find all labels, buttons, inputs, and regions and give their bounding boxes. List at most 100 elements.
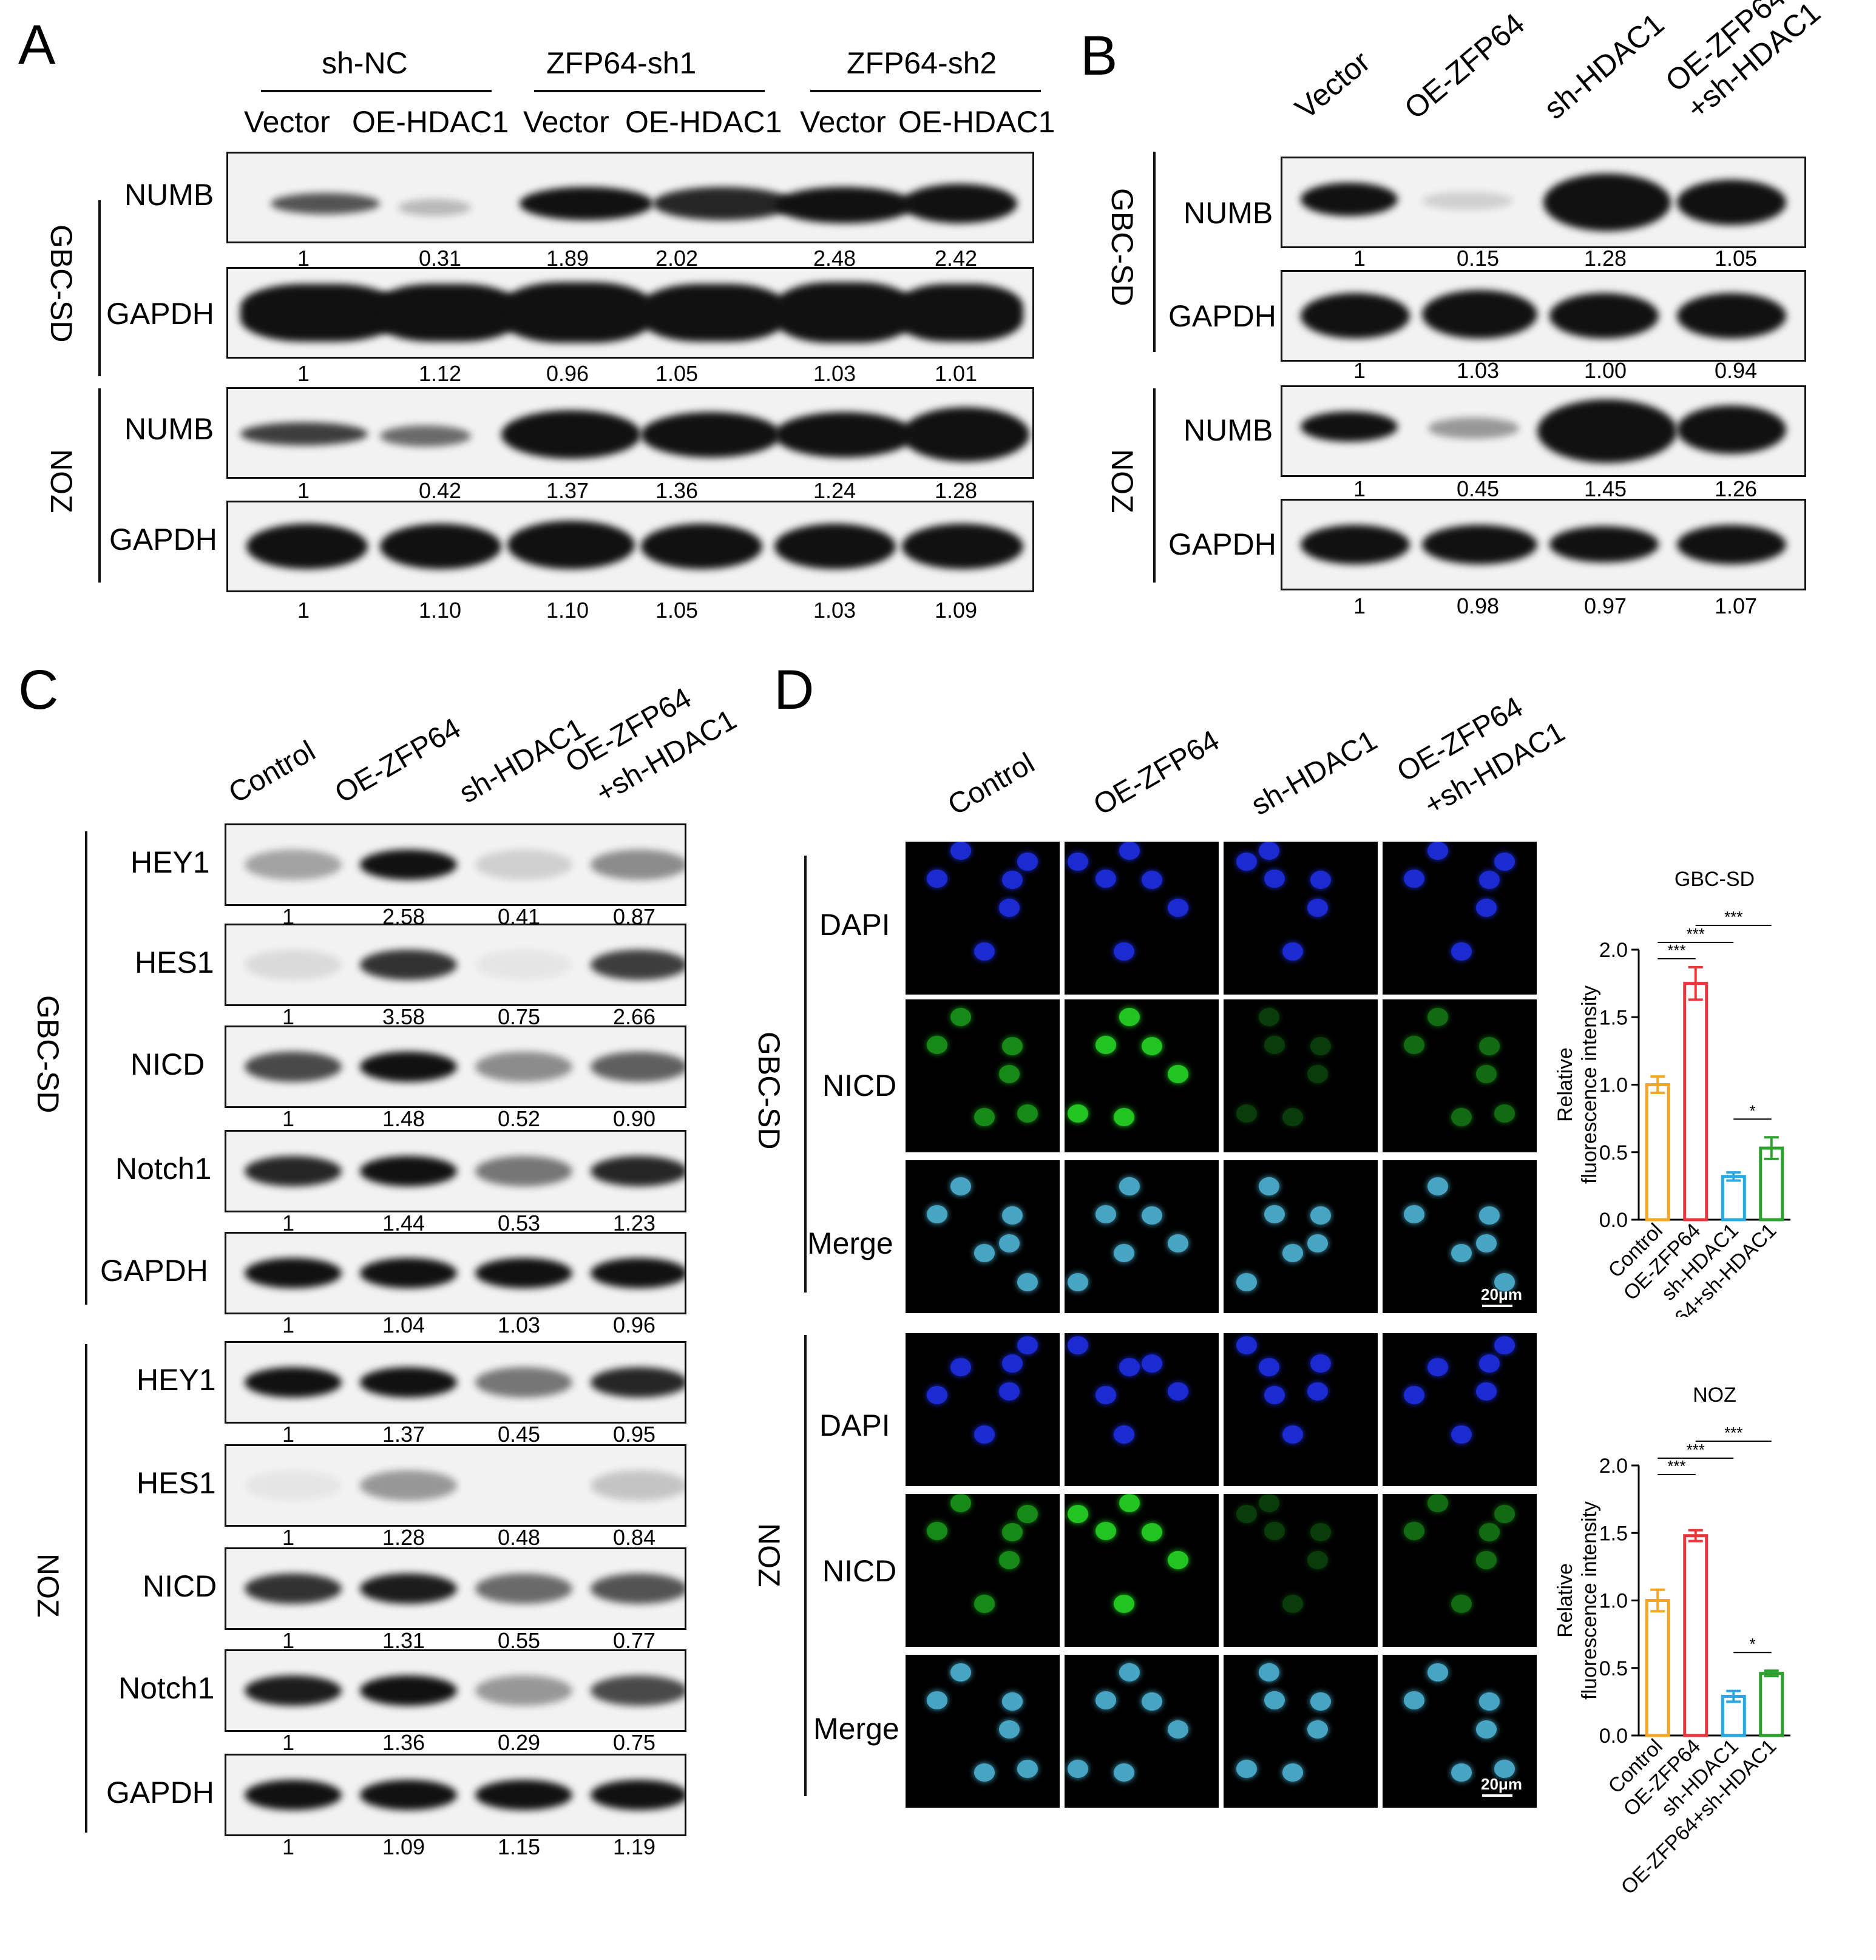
cell-nucleus [1427, 842, 1448, 860]
protein-band [591, 1258, 685, 1288]
cell-nucleus [926, 1691, 947, 1709]
protein-band [360, 1573, 457, 1604]
cell-nucleus [1282, 1594, 1303, 1613]
cell-nucleus [999, 899, 1020, 917]
cell-nucleus [1403, 1522, 1424, 1540]
lane-label: OE-HDAC1 [625, 105, 782, 139]
cell-nucleus [1119, 842, 1140, 860]
quant-value: 1.19 [612, 1834, 656, 1859]
micrograph [1381, 1332, 1538, 1487]
cell-nucleus [1282, 1244, 1303, 1262]
cell-nucleus [1001, 1037, 1023, 1056]
quant-value: 1.23 [612, 1211, 656, 1235]
cell-nucleus [1067, 1336, 1088, 1354]
quant-value: 1 [1353, 593, 1366, 618]
cell-label-noz: NOZ [31, 1553, 65, 1618]
blot-strip-numb [226, 152, 1034, 243]
cell-nucleus [1067, 1759, 1088, 1778]
cell-nucleus [950, 1358, 971, 1377]
bar [1645, 1083, 1670, 1222]
cell-nucleus [1494, 1104, 1515, 1123]
cell-nucleus [1113, 942, 1134, 961]
quant-value: 0.52 [497, 1106, 541, 1131]
quant-value: 0.98 [1456, 593, 1500, 618]
quant-value: 1.15 [497, 1834, 541, 1859]
cell-bracket-line [1153, 152, 1156, 352]
cell-nucleus [1017, 1505, 1038, 1524]
blot-label: NUMB [124, 412, 214, 446]
y-tick-label: 0.0 [1599, 1209, 1628, 1232]
y-tick-label: 0.5 [1599, 1657, 1628, 1680]
cell-nucleus [1141, 1354, 1162, 1373]
significance-label: *** [1724, 908, 1742, 926]
cell-nucleus [999, 1551, 1020, 1570]
cell-nucleus [1067, 1273, 1088, 1292]
blot-strip [225, 1754, 686, 1836]
cell-nucleus [1119, 1007, 1140, 1026]
bar [1721, 1175, 1746, 1222]
cell-nucleus [1258, 1177, 1279, 1195]
significance-label: *** [1724, 1424, 1742, 1442]
cell-nucleus [1310, 871, 1331, 890]
protein-band [591, 1052, 685, 1082]
quant-value: 1 [282, 1211, 295, 1235]
cell-nucleus [1258, 1663, 1279, 1681]
cell-nucleus [1119, 1358, 1140, 1377]
cell-nucleus [1258, 1007, 1279, 1026]
group-underline [534, 90, 765, 92]
quant-value: 0.48 [497, 1525, 541, 1550]
blot-strip [225, 823, 686, 906]
cell-nucleus [1141, 871, 1162, 890]
cell-nucleus [1310, 1523, 1331, 1542]
cell-bracket-line [804, 1335, 807, 1796]
cell-nucleus [1307, 1720, 1328, 1739]
protein-band [245, 1156, 342, 1186]
cell-nucleus [1478, 1692, 1500, 1711]
quant-value: 1.36 [382, 1730, 425, 1755]
blot-label: HES1 [137, 1466, 216, 1500]
cell-nucleus [1310, 1206, 1331, 1225]
quant-value: 1 [282, 904, 295, 929]
cell-nucleus [1478, 1206, 1500, 1225]
micrograph [904, 1654, 1061, 1809]
quant-value: 0.96 [546, 361, 589, 386]
quant-value: 0.95 [612, 1422, 656, 1447]
bar-chart-noz: NOZ 0.0 0.5 1.0 1.5 2.0 Relativefluorescence i… [1554, 1384, 1790, 1899]
cell-nucleus [1236, 1505, 1257, 1524]
cell-nucleus [1307, 1551, 1328, 1570]
cell-nucleus [1095, 1691, 1116, 1709]
cell-bracket-line [98, 200, 101, 376]
cell-bracket-line [804, 856, 807, 1293]
blot-strip-numb [1281, 157, 1806, 248]
cell-nucleus [1451, 1594, 1472, 1613]
protein-band [475, 1780, 572, 1810]
cell-bracket-line [85, 1344, 87, 1833]
micrograph [1381, 1159, 1538, 1314]
lane-label: Control [943, 746, 1040, 822]
chart-title: NOZ [1693, 1384, 1736, 1407]
cell-nucleus [950, 842, 971, 860]
micrograph [1381, 998, 1538, 1154]
lane-label: Vector [1288, 44, 1377, 126]
cell-nucleus [1307, 1382, 1328, 1401]
cell-nucleus [1095, 1205, 1116, 1223]
cell-nucleus [1264, 1035, 1285, 1054]
quant-value: 1 [282, 1004, 295, 1029]
quant-value: 1.09 [934, 598, 978, 623]
protein-band [360, 1052, 457, 1082]
cell-nucleus [974, 1763, 995, 1782]
cell-nucleus [1427, 1494, 1448, 1512]
cell-nucleus [926, 870, 947, 888]
protein-band [591, 850, 685, 880]
protein-band [360, 950, 457, 980]
protein-band [591, 950, 685, 980]
quant-value: 1.37 [546, 478, 589, 503]
cell-nucleus [926, 1522, 947, 1540]
blot-strip [225, 1547, 686, 1630]
scale-bar-label: 20μm [1481, 1775, 1522, 1793]
cell-nucleus [1403, 1205, 1424, 1223]
quant-value: 0.75 [612, 1730, 656, 1755]
cell-nucleus [1310, 1037, 1331, 1056]
cell-nucleus [1264, 1205, 1285, 1223]
blot-label: NUMB [124, 178, 214, 212]
